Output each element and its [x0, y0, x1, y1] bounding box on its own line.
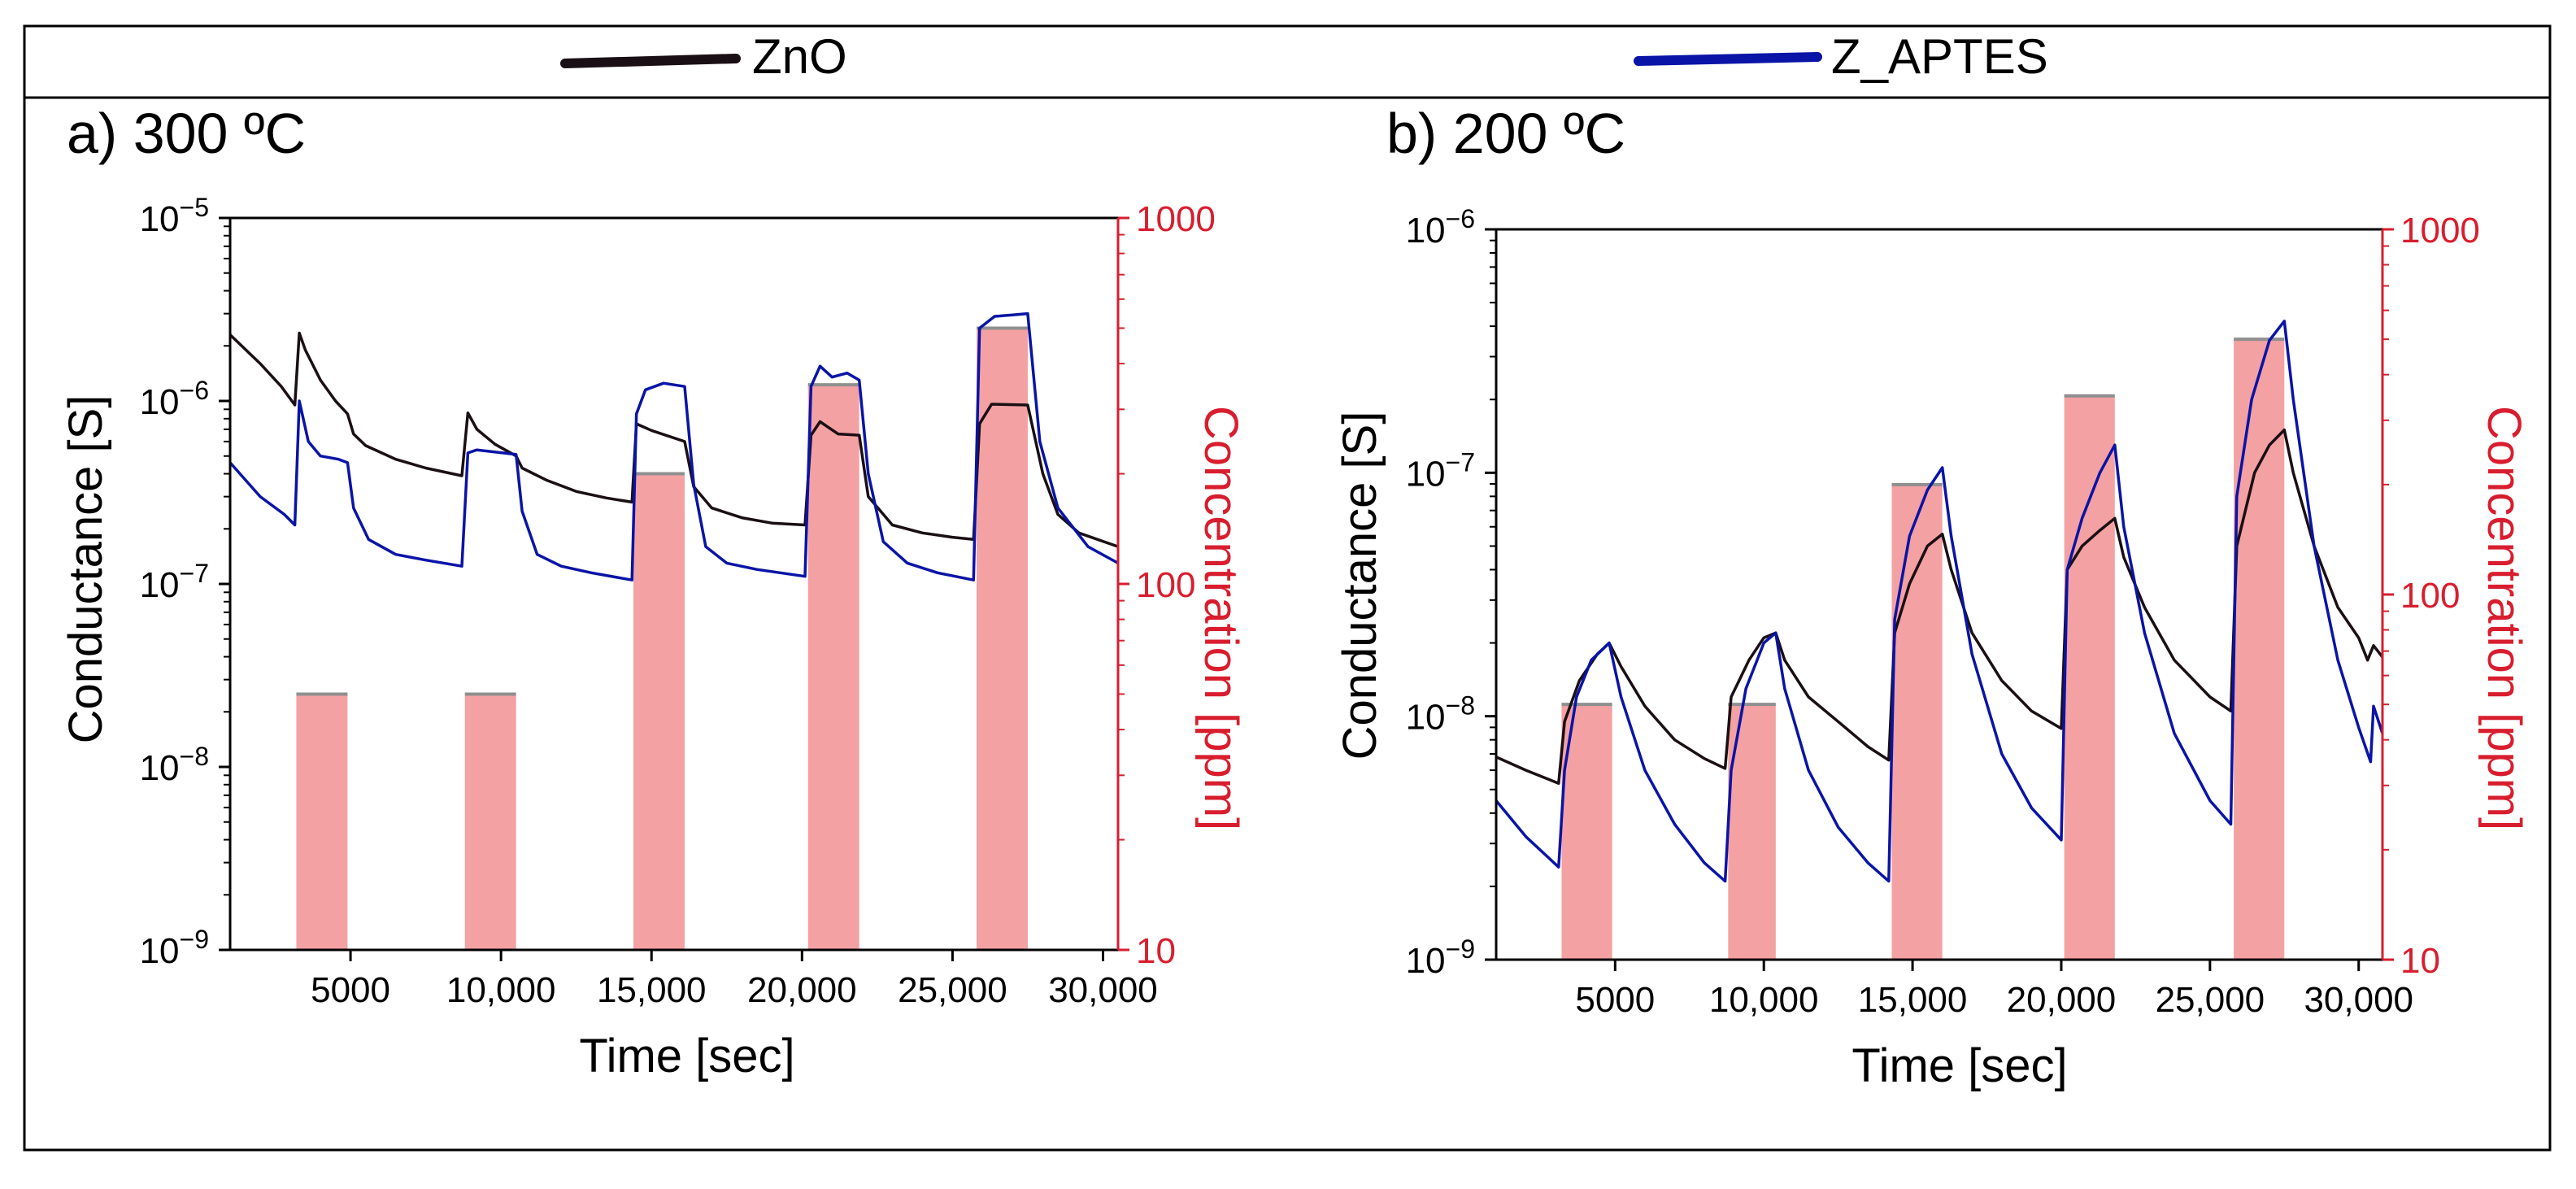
y2-tick-label: 10 [1136, 931, 1176, 971]
x-tick-label: 10,000 [446, 970, 556, 1010]
y2-axis-title: Concentration [ppm] [1194, 406, 1247, 830]
x-tick-label: 25,000 [898, 970, 1007, 1010]
concentration-bar [464, 694, 516, 950]
concentration-bar [2064, 395, 2115, 960]
panel-b: b) 200 ºC Conductance [S] Concentration … [1334, 102, 2530, 1092]
y-tick-label: 10−6 [140, 376, 209, 422]
legend: ZnO Z_APTES [560, 29, 2048, 84]
y-tick-label: 10−7 [140, 559, 209, 605]
x-tick-label: 10,000 [1709, 980, 1819, 1020]
series-line-z-aptes [1495, 320, 2384, 883]
y-tick-label: 10−8 [1406, 691, 1475, 738]
figure-border [23, 24, 2552, 1152]
concentration-bar [633, 473, 685, 950]
y-tick-label: 10−7 [1406, 447, 1475, 494]
series-lines [228, 311, 1119, 581]
y-tick-label: 10−9 [140, 925, 209, 971]
series-line-z-aptes [228, 311, 1119, 581]
y2-tick-label: 100 [2400, 576, 2460, 616]
y-tick-label: 10−6 [1406, 204, 1475, 250]
y-axis-title: Conductance [S] [1334, 412, 1386, 760]
concentration-bar [2234, 339, 2285, 960]
y-axis-title: Conductance [S] [59, 395, 112, 744]
x-tick-label: 25,000 [2156, 980, 2265, 1020]
x-tick-label: 20,000 [2007, 980, 2117, 1020]
concentration-bars [296, 326, 1028, 950]
concentration-bar [807, 385, 859, 950]
concentration-bar [977, 328, 1028, 950]
series-line-zno [1495, 428, 2384, 785]
panel-title: a) 300 ºC [67, 102, 306, 165]
y2-axis-title: Concentration [ppm] [2478, 406, 2530, 830]
x-tick-label: 15,000 [597, 970, 707, 1010]
legend-label-z-aptes: Z_APTES [1831, 29, 2048, 84]
x-tick-label: 5000 [311, 970, 390, 1010]
concentration-bar [1561, 704, 1612, 960]
x-tick-label: 15,000 [1858, 980, 1968, 1020]
x-axis-title: Time [sec] [579, 1030, 794, 1082]
series-lines [1495, 320, 2384, 883]
y2-tick-label: 100 [1136, 565, 1195, 605]
legend-item-z-aptes: Z_APTES [1634, 29, 2048, 84]
x-axis-title: Time [sec] [1852, 1039, 2067, 1092]
x-tick-label: 5000 [1575, 980, 1655, 1020]
legend-item-zno: ZnO [560, 29, 847, 84]
x-tick-label: 30,000 [2304, 980, 2413, 1020]
legend-swatch-z-aptes [1634, 52, 1822, 66]
y2-tick-label: 10 [2400, 941, 2440, 981]
legend-label-zno: ZnO [752, 29, 847, 84]
x-tick-label: 30,000 [1048, 970, 1158, 1010]
concentration-bar [296, 694, 348, 950]
panel-title: b) 200 ºC [1386, 102, 1625, 165]
y-tick-label: 10−5 [140, 193, 209, 239]
concentration-bars [1561, 338, 2285, 960]
axes: 5000 10,000 15,000 20,000 25,000 30,000 10−9 10… [1406, 204, 2480, 1020]
panel-a: a) 300 ºC Conductance [S] Concentration … [59, 102, 1247, 1082]
y2-tick-label: 1000 [1136, 199, 1216, 239]
y2-tick-label: 1000 [2400, 211, 2480, 250]
concentration-bar [1891, 484, 1943, 960]
legend-swatch-zno [560, 54, 741, 68]
x-tick-label: 20,000 [747, 970, 857, 1010]
y-tick-label: 10−9 [1406, 934, 1475, 981]
axes: 5000 10,000 15,000 20,000 25,000 30,000 10−9 10… [140, 193, 1216, 1010]
y-tick-label: 10−8 [140, 742, 209, 788]
